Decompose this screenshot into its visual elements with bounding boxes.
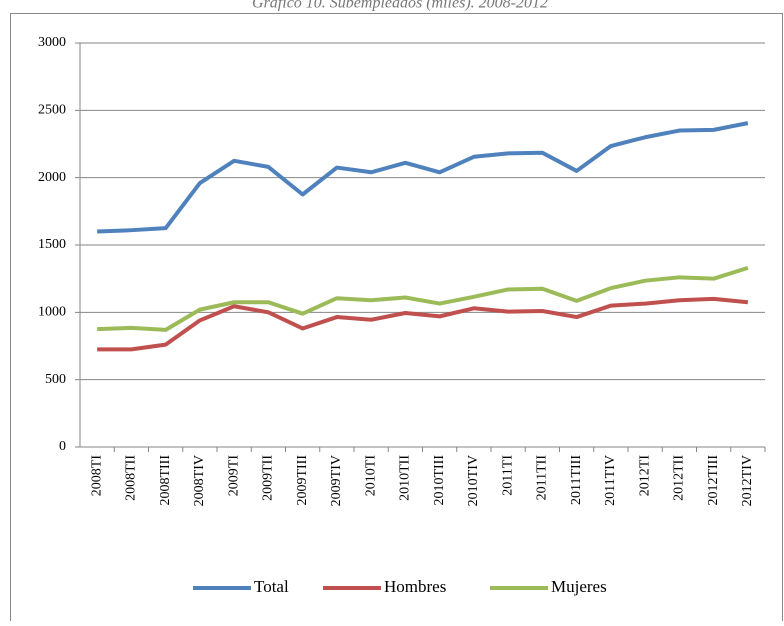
series-line: [97, 296, 749, 352]
x-tick-label: 2009TIII: [295, 455, 310, 506]
x-tick-label: 2008TIV: [192, 455, 207, 506]
y-tick-label: 500: [45, 372, 66, 387]
x-tick-label: 2012TIII: [706, 455, 721, 506]
x-tick-label: 2010TII: [398, 455, 413, 501]
x-tick-label: 2010TI: [363, 455, 378, 497]
x-tick-label: 2010TIII: [432, 455, 447, 506]
x-tick-label: 2009TI: [226, 455, 241, 497]
y-tick-label: 2000: [38, 170, 66, 185]
chart-title: Gráfico 10. Subempleados (miles). 2008-2…: [252, 0, 548, 12]
x-tick-label: 2010TIV: [466, 455, 481, 506]
x-tick-label: 2011TIII: [569, 455, 584, 505]
y-tick-label: 0: [59, 439, 66, 454]
x-tick-label: 2008TI: [89, 455, 104, 497]
y-tick-label: 2500: [38, 103, 66, 118]
y-tick-label: 3000: [38, 35, 66, 50]
x-tick-label: 2009TII: [261, 455, 276, 501]
legend-label: Hombres: [384, 577, 446, 596]
x-tick-label: 2012TII: [672, 455, 687, 501]
series-line: [97, 121, 749, 234]
x-tick-label: 2012TIV: [740, 455, 755, 506]
y-tick-label: 1000: [38, 305, 66, 320]
series-line: [97, 265, 749, 332]
x-tick-label: 2009TIV: [329, 455, 344, 506]
x-tick-label: 2011TII: [535, 455, 550, 501]
x-tick-label: 2011TI: [500, 455, 515, 496]
x-tick-label: 2011TIV: [603, 455, 618, 506]
x-tick-label: 2008TIII: [158, 455, 173, 506]
x-tick-label: 2008TII: [124, 455, 139, 501]
legend-label: Total: [254, 577, 289, 596]
x-tick-label: 2012TI: [637, 455, 652, 497]
chart-border: [10, 13, 783, 626]
y-tick-label: 1500: [38, 237, 66, 252]
legend-label: Mujeres: [551, 577, 607, 596]
